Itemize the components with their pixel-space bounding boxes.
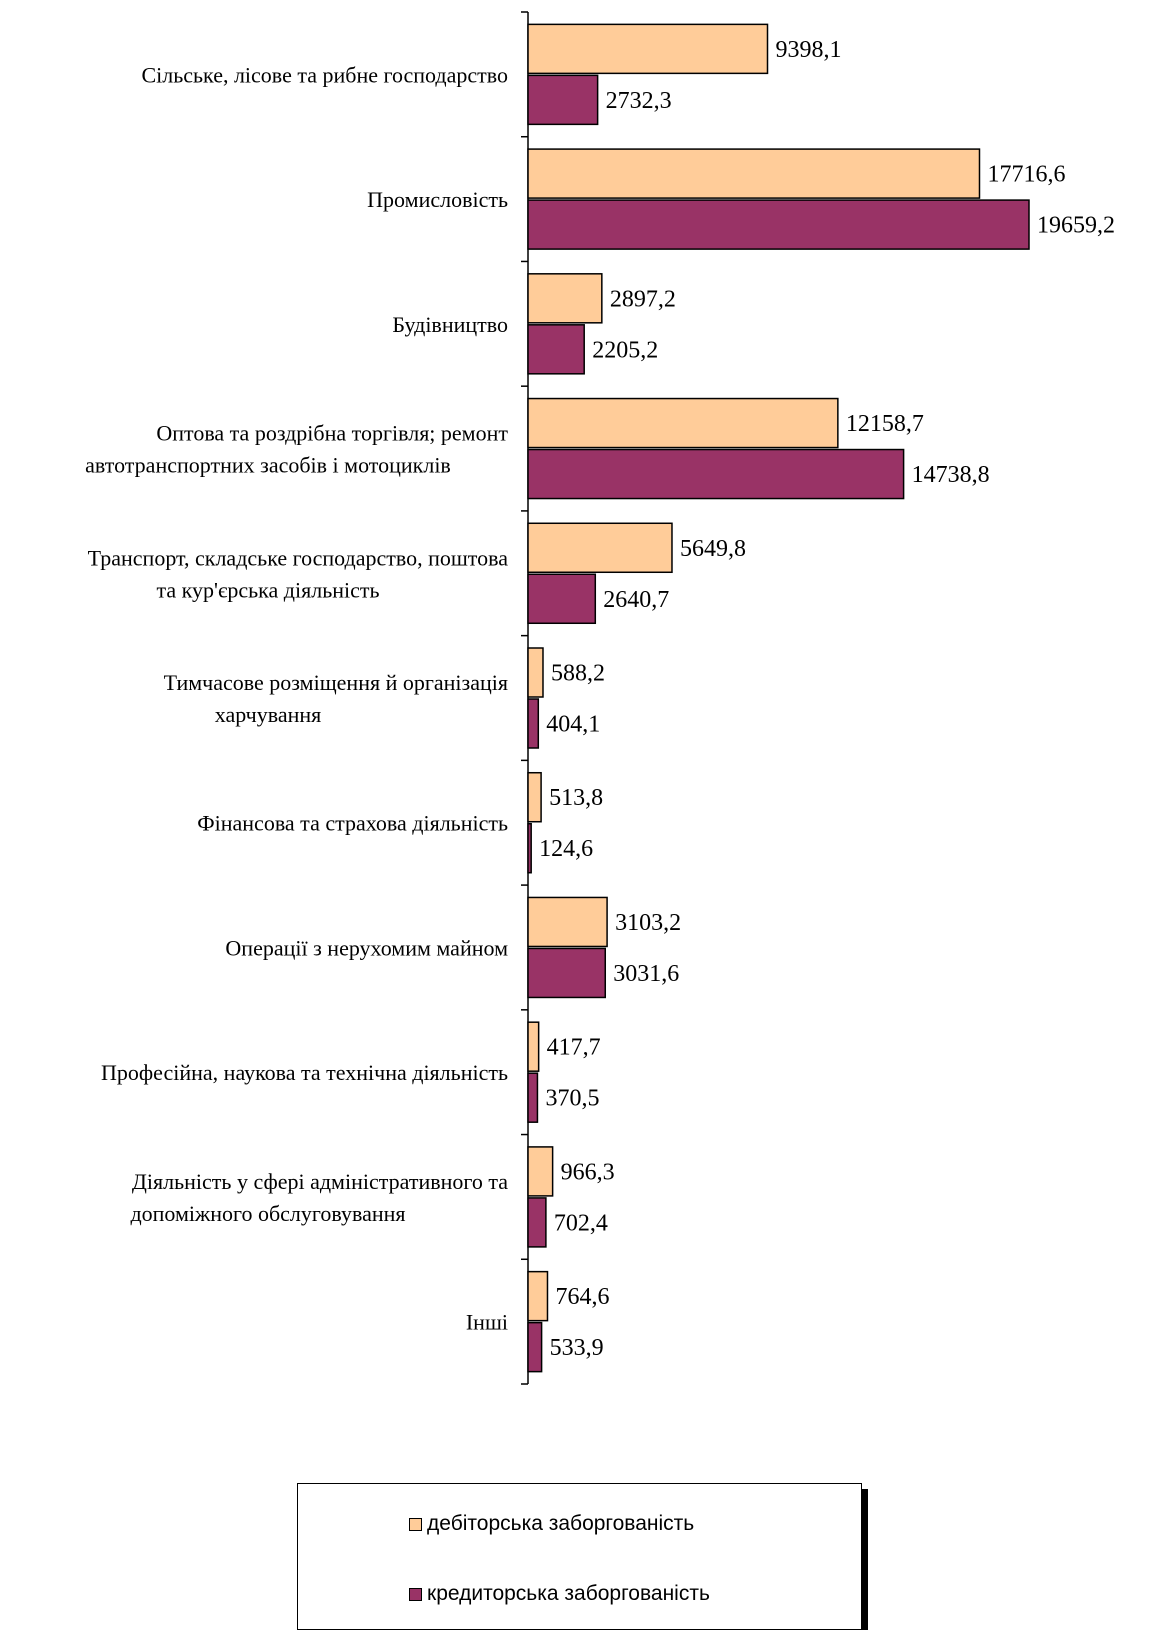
category-label: Промисловість (367, 187, 508, 212)
bar-receivables (527, 522, 673, 574)
data-label-receivables: 966,3 (561, 1159, 615, 1185)
category-label: та кур'єрська діяльність (156, 577, 379, 602)
category-label: автотранспортних засобів і мотоциклів (85, 453, 451, 478)
bar-chart: 9398,1 2732,3 Сільське, лісове та рибне го… (85, 11, 1115, 1385)
category-label: Тимчасове розміщення й організація (164, 670, 508, 695)
data-label-receivables: 588,2 (551, 661, 605, 687)
data-label-receivables: 764,6 (555, 1284, 609, 1310)
data-label-payables: 124,6 (539, 836, 593, 862)
bar-receivables (527, 647, 544, 698)
category-label: Професійна, наукова та технічна діяльніс… (101, 1060, 508, 1085)
data-label-payables: 3031,6 (613, 961, 679, 987)
bar-receivables (527, 771, 542, 823)
bar-payables (527, 573, 597, 625)
data-label-payables: 19659,2 (1037, 213, 1115, 239)
bar-receivables (527, 23, 769, 75)
bar-receivables (527, 1270, 549, 1322)
legend-label-receivables: дебіторська заборгованість (427, 1512, 695, 1535)
category-label: Будівництво (392, 312, 508, 337)
bar-receivables (527, 896, 608, 948)
data-label-payables: 404,1 (546, 712, 600, 738)
category-label: Операції з нерухомим майном (225, 935, 508, 960)
data-label-receivables: 513,8 (549, 785, 603, 811)
bar-receivables (527, 148, 981, 199)
data-label-receivables: 5649,8 (680, 536, 746, 562)
category-label: Інші (466, 1310, 508, 1335)
data-label-receivables: 9398,1 (776, 37, 842, 63)
category-label: харчування (215, 702, 322, 727)
bar-payables (527, 199, 1030, 250)
data-label-receivables: 3103,2 (615, 910, 681, 936)
data-label-payables: 2640,7 (603, 587, 669, 613)
bar-payables (527, 822, 532, 874)
bar-payables (527, 1197, 547, 1248)
data-label-payables: 702,4 (554, 1210, 608, 1236)
bar-receivables (527, 273, 603, 324)
data-label-receivables: 2897,2 (610, 286, 676, 312)
legend-swatch-payables (409, 1587, 422, 1601)
bar-receivables (527, 397, 839, 449)
data-label-receivables: 17716,6 (987, 162, 1065, 188)
data-label-payables: 533,9 (550, 1335, 604, 1361)
data-label-payables: 2732,3 (606, 88, 672, 114)
bar-payables (527, 698, 540, 749)
bar-payables (527, 1321, 543, 1373)
category-label: Транспорт, складське господарство, пошто… (88, 545, 509, 570)
category-label: Сільське, лісове та рибне господарство (141, 62, 508, 87)
bar-payables (527, 947, 607, 999)
data-label-receivables: 417,7 (547, 1035, 601, 1061)
category-label: допоміжного обслуговування (130, 1201, 405, 1226)
data-label-payables: 370,5 (545, 1086, 599, 1112)
legend-label-payables: кредиторська заборгованість (427, 1582, 710, 1605)
bar-payables (527, 1072, 539, 1123)
bar-receivables (527, 1146, 554, 1197)
bar-payables (527, 74, 599, 126)
data-label-payables: 2205,2 (592, 337, 658, 363)
data-label-receivables: 12158,7 (846, 411, 924, 437)
chart-legend: дебіторська заборгованість кредиторська … (297, 1483, 862, 1630)
legend-item-payables: кредиторська заборгованість (409, 1582, 710, 1606)
bar-payables (527, 448, 905, 500)
bar-payables (527, 324, 585, 375)
legend-item-receivables: дебіторська заборгованість (409, 1512, 694, 1536)
bar-receivables (527, 1021, 540, 1072)
category-label: Діяльність у сфері адміністративного та (132, 1169, 508, 1194)
category-label: Фінансова та страхова діяльність (197, 811, 508, 836)
category-label: Оптова та роздрібна торгівля; ремонт (156, 421, 508, 446)
legend-swatch-receivables (409, 1517, 422, 1531)
data-label-payables: 14738,8 (912, 462, 990, 488)
